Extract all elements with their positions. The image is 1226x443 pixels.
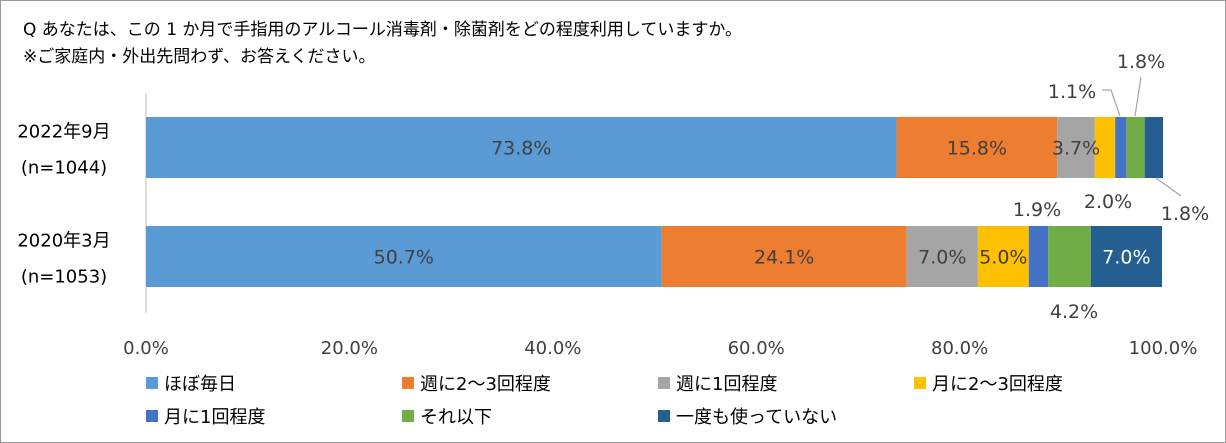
legend-item: ほぼ毎日: [146, 368, 236, 398]
data-label: 7.0%: [1102, 247, 1150, 269]
bar-segment: [1094, 117, 1116, 178]
leader-line: [1102, 89, 1121, 117]
x-tick-label: 0.0%: [123, 338, 169, 359]
bar-segment: [146, 117, 897, 178]
legend-item: 月に2～3回程度: [914, 368, 1063, 398]
legend-item: 月に1回程度: [146, 401, 265, 431]
legend-swatch: [146, 410, 158, 422]
legend-swatch: [914, 377, 926, 389]
category-sample-size: (n=1053): [21, 267, 107, 288]
data-label: 1.9%: [1013, 199, 1061, 221]
data-label: 24.1%: [754, 247, 814, 269]
bar-segment: [896, 117, 1058, 178]
bar-segment: [977, 226, 1029, 287]
x-tick-label: 60.0%: [728, 338, 785, 359]
data-label: 50.7%: [374, 247, 434, 269]
category-sample-size: (n=1044): [21, 158, 107, 179]
legend-label: それ以下: [420, 407, 492, 428]
bar-segment: [1090, 226, 1162, 287]
category-label: 2022年9月: [17, 122, 110, 143]
legend-label: 週に2～3回程度: [420, 374, 551, 395]
bar-segment: [661, 226, 907, 287]
bar-segment: [1115, 117, 1127, 178]
data-label: 3.7%: [1052, 138, 1100, 160]
data-label: 5.0%: [979, 247, 1027, 269]
bar-segment: [1144, 117, 1163, 178]
category-label: 2020年3月: [17, 231, 110, 252]
legend-swatch: [658, 377, 670, 389]
title-note: ※ご家庭内・外出先問わず、お答えください。: [23, 47, 376, 67]
legend-label: 月に2～3回程度: [932, 374, 1063, 395]
legend-item: 一度も使っていない: [658, 401, 837, 431]
data-label: 73.8%: [491, 138, 551, 160]
legend-swatch: [402, 377, 414, 389]
bar-segment: [1028, 226, 1049, 287]
legend-label: 一度も使っていない: [676, 407, 838, 428]
chart-title: Q あなたは、この 1 か月で手指用のアルコール消毒剤・除菌剤をどの程度利用して…: [23, 17, 742, 71]
bar-segment: [1057, 117, 1095, 178]
title-question: Q あなたは、この 1 か月で手指用のアルコール消毒剤・除菌剤をどの程度利用して…: [23, 20, 743, 40]
data-label: 2.0%: [1084, 191, 1132, 213]
bar-segment: [906, 226, 978, 287]
leader-line: [1155, 177, 1182, 197]
x-tick-label: 20.0%: [321, 338, 378, 359]
data-label: 7.0%: [918, 247, 966, 269]
legend-swatch: [146, 377, 158, 389]
leader-line: [1134, 76, 1142, 117]
x-tick-label: 40.0%: [524, 338, 581, 359]
data-label: 4.2%: [1050, 301, 1098, 323]
bar-segment: [1048, 226, 1091, 287]
legend-label: 週に1回程度: [676, 374, 778, 395]
bar-segment: [146, 226, 662, 287]
legend-swatch: [658, 410, 670, 422]
x-tick-label: 80.0%: [931, 338, 988, 359]
legend-item: 週に1回程度: [658, 368, 777, 398]
legend-item: それ以下: [402, 401, 492, 431]
data-label: 1.1%: [1048, 81, 1096, 103]
legend-item: 週に2～3回程度: [402, 368, 551, 398]
data-label: 1.8%: [1117, 51, 1165, 73]
data-label: 15.8%: [947, 138, 1007, 160]
legend-swatch: [402, 410, 414, 422]
legend-label: ほぼ毎日: [164, 374, 236, 395]
bar-segment: [1126, 117, 1145, 178]
data-label: 1.8%: [1161, 203, 1209, 225]
x-tick-label: 100.0%: [1129, 338, 1198, 359]
legend-label: 月に1回程度: [164, 407, 266, 428]
legend: ほぼ毎日 週に2～3回程度 週に1回程度 月に2～3回程度月に1回程度 それ以下 一度も使…: [146, 368, 1186, 434]
